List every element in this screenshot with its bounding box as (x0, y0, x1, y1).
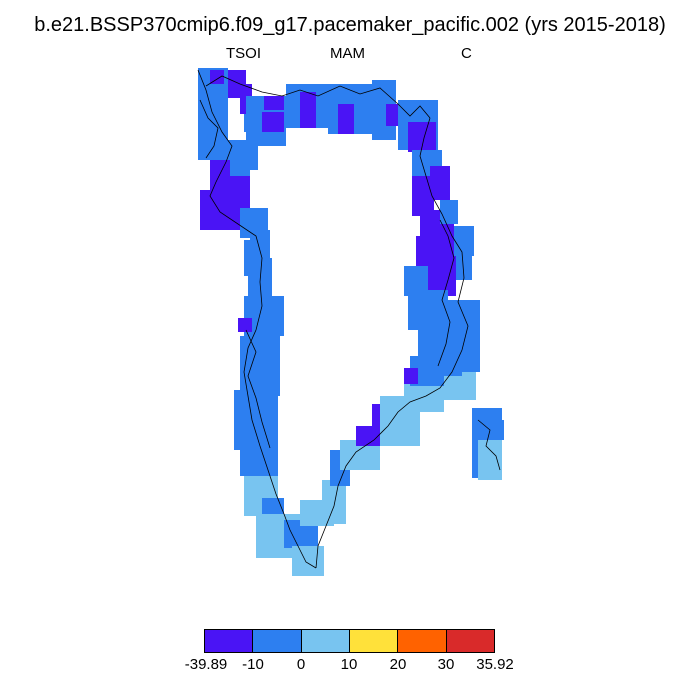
grid-cell (240, 446, 278, 476)
grid-cell (322, 480, 346, 524)
grid-cell (262, 112, 284, 132)
grid-cell (456, 250, 472, 280)
coastline-ellesmere (199, 99, 219, 159)
colorbar-swatch-1 (205, 630, 254, 652)
colorbar (204, 629, 495, 653)
colorbar-label: -39.89 (184, 656, 228, 673)
grid-cell (244, 114, 256, 132)
grid-cell (356, 426, 380, 446)
plot-title: b.e21.BSSP370cmip6.f09_g17.pacemaker_pac… (34, 14, 666, 36)
colorbar-swatch-2 (253, 630, 302, 652)
data-cells (198, 68, 504, 576)
grid-cell (230, 156, 250, 176)
variable-label: TSOI (226, 45, 262, 62)
grid-cell (404, 368, 418, 384)
grid-cell (234, 390, 278, 450)
coastline-north (205, 75, 431, 119)
colorbar-label: 20 (389, 656, 407, 673)
grid-cell (412, 176, 434, 216)
grid-cell (240, 336, 280, 396)
grid-cell (238, 318, 252, 332)
coastline-inner-west (245, 329, 271, 449)
coastline-inner-east (437, 219, 455, 367)
coastline (197, 69, 501, 569)
season-label: MAM (330, 45, 365, 62)
grid-cell (386, 104, 400, 126)
coastline-iceland (477, 419, 501, 471)
grid-cell (210, 70, 224, 84)
colorbar-swatch-6 (446, 630, 494, 652)
colorbar-swatch-4 (349, 630, 399, 652)
colorbar-swatch-3 (301, 630, 350, 652)
grid-cell (486, 420, 504, 440)
colorbar-label: 35.92 (476, 656, 514, 673)
grid-cell (440, 200, 458, 224)
colorbar-label: -10 (242, 656, 264, 673)
grid-cell (430, 166, 450, 200)
grid-cell (454, 226, 474, 256)
grid-cell (478, 440, 502, 480)
colorbar-labels: -39.89 -10 0 10 20 30 35.92 (0, 656, 700, 676)
grid-cell (292, 546, 324, 576)
coastline-east (315, 117, 469, 569)
grid-cell (300, 92, 316, 128)
units-label: C (461, 45, 472, 62)
coastline-west (197, 69, 317, 569)
colorbar-label: 30 (437, 656, 455, 673)
colorbar-label: 10 (340, 656, 358, 673)
grid-cell (338, 104, 354, 134)
colorbar-swatch-5 (398, 630, 447, 652)
colorbar-label: 0 (296, 656, 306, 673)
grid-cell (264, 96, 284, 110)
